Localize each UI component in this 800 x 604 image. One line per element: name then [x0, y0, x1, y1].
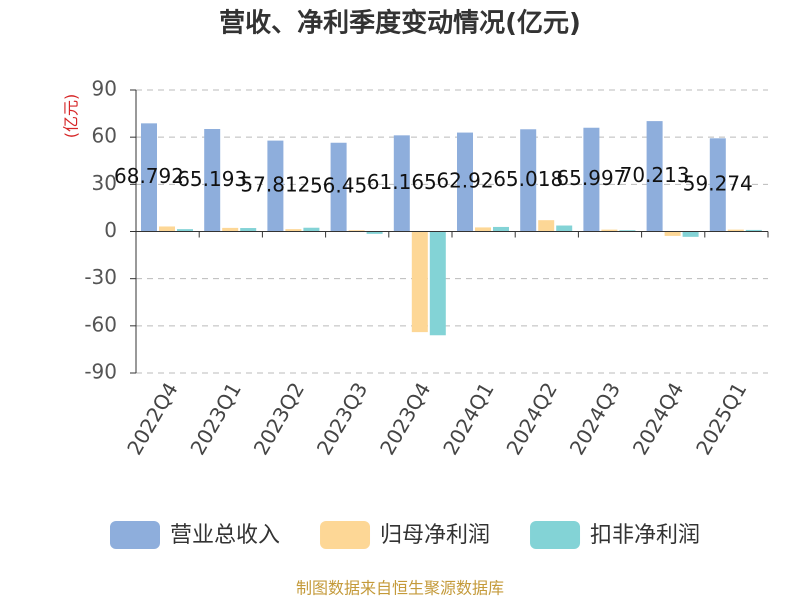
bar [204, 129, 221, 232]
bar [222, 227, 239, 232]
bar [664, 231, 681, 236]
bar [493, 226, 509, 232]
data-label: 61.165 [367, 170, 437, 194]
bar [520, 129, 537, 232]
bar [348, 230, 365, 232]
legend-swatch [110, 521, 160, 549]
bar [745, 229, 762, 232]
y-tick-label: -30 [84, 265, 117, 289]
bar [429, 231, 446, 336]
legend-label: 扣非净利润 [590, 523, 700, 548]
data-label: 59.274 [683, 171, 753, 195]
x-tick-label: 2024Q3 [565, 378, 625, 459]
bar [727, 229, 744, 232]
y-tick-label: 90 [92, 77, 117, 101]
legend-label: 归母净利润 [380, 523, 490, 548]
y-tick-label: 30 [92, 171, 117, 195]
bar [475, 227, 491, 232]
bar [330, 142, 347, 232]
bar [159, 226, 175, 232]
bar [285, 229, 302, 232]
bar [457, 132, 473, 232]
data-label: 62.92 [436, 169, 493, 193]
bar [267, 140, 284, 232]
bar [393, 135, 410, 232]
x-tick-label: 2023Q2 [249, 378, 309, 459]
y-tick-label: -90 [84, 360, 117, 384]
bar [411, 231, 428, 333]
source-note: 制图数据来自恒生聚源数据库 [296, 579, 504, 598]
bar [240, 228, 257, 232]
x-tick-label: 2023Q4 [375, 378, 435, 459]
data-label: 56.45 [310, 174, 367, 198]
legend-swatch [530, 521, 581, 549]
data-label: 57.812 [240, 173, 310, 197]
x-tick-label: 2023Q3 [312, 378, 372, 459]
bar [709, 138, 726, 232]
chart-title: 营收、净利季度变动情况(亿元) [219, 8, 581, 39]
bar [366, 231, 383, 234]
bar [556, 225, 573, 232]
bar [646, 121, 663, 232]
x-tick-label: 2024Q1 [438, 378, 498, 459]
x-tick-label: 2025Q1 [691, 378, 751, 459]
bar [619, 230, 636, 232]
data-label: 65.193 [177, 167, 247, 191]
bar [583, 127, 600, 232]
y-tick-label: 0 [104, 218, 117, 242]
y-tick-label: -60 [84, 312, 117, 336]
x-tick-label: 2024Q2 [501, 378, 561, 459]
x-tick-label: 2024Q4 [628, 378, 688, 459]
data-label: 65.018 [493, 167, 563, 191]
x-tick-label: 2023Q1 [185, 378, 245, 459]
legend-swatch [320, 521, 371, 549]
bar [141, 123, 157, 232]
bar [682, 231, 699, 237]
bar [303, 227, 320, 232]
bar [601, 229, 618, 232]
y-tick-label: 60 [92, 124, 117, 148]
data-label: 70.213 [620, 163, 690, 187]
y-axis-label: (亿元) [62, 94, 81, 139]
x-tick-label: 2022Q4 [122, 378, 182, 459]
bar [538, 220, 555, 232]
data-label: 65.997 [556, 166, 626, 190]
legend-label: 营业总收入 [170, 523, 280, 548]
bar [177, 229, 193, 232]
data-label: 68.792 [114, 164, 184, 188]
